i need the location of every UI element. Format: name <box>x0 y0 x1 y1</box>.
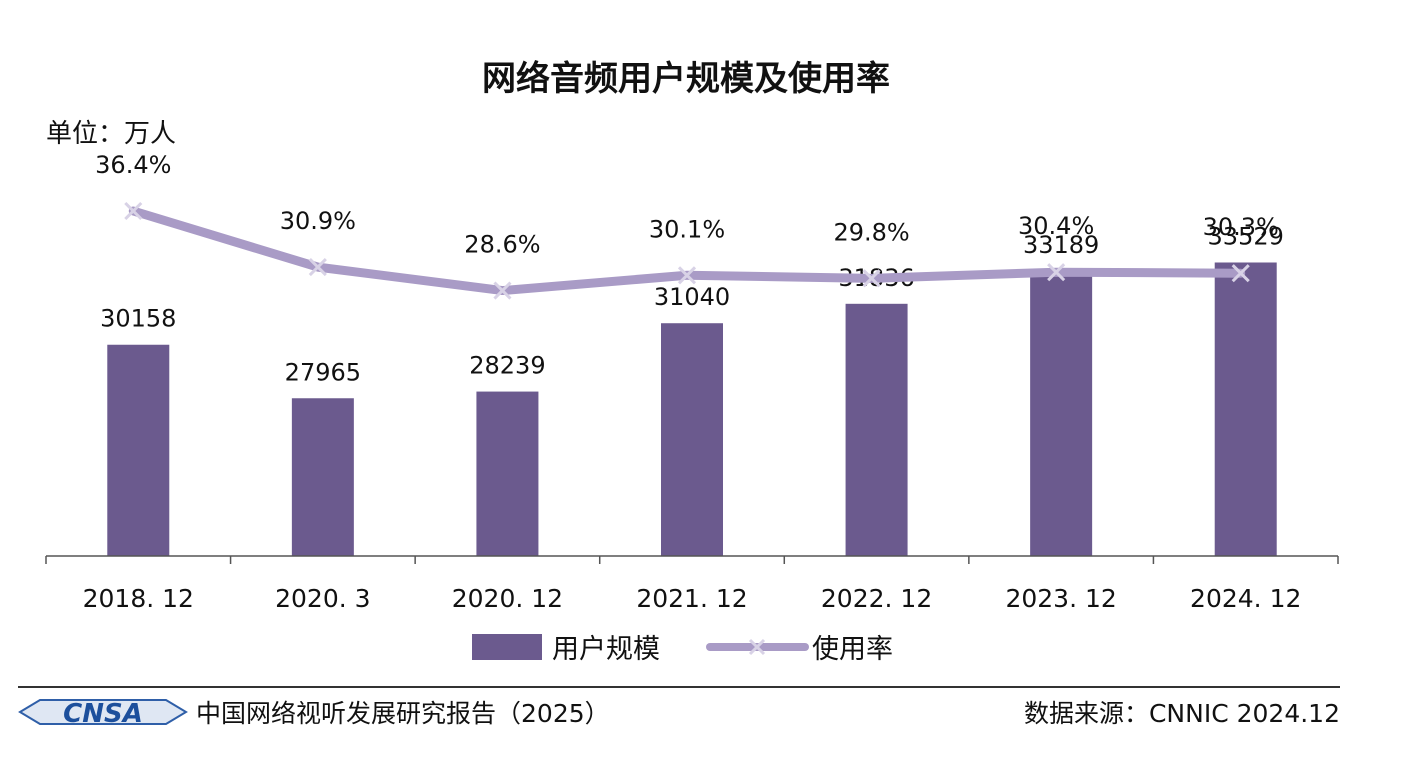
bar <box>476 391 539 556</box>
line-value-label: 30.4% <box>1018 212 1094 240</box>
bar <box>661 323 723 556</box>
chart: 网络音频用户规模及使用率 单位：万人 30158 27965 28239 31040 3… <box>45 59 1339 665</box>
bar <box>1030 270 1093 556</box>
logo-text: CNSA <box>63 699 143 729</box>
chart-title: 网络音频用户规模及使用率 <box>482 59 890 99</box>
bar <box>1214 262 1277 556</box>
legend-line-label: 使用率 <box>812 634 893 665</box>
bar-value-label: 30158 <box>100 305 176 333</box>
data-source: 数据来源：CNNIC 2024.12 <box>1023 699 1340 728</box>
bar-value-label: 31040 <box>654 283 730 311</box>
footer-divider <box>18 686 1340 688</box>
line-value-label: 30.1% <box>649 215 725 243</box>
line-value-label: 36.4% <box>95 151 171 179</box>
bar <box>107 344 170 556</box>
bar-value-label: 33189 <box>1023 231 1099 259</box>
x-tick-label: 2023. 12 <box>1005 584 1116 613</box>
x-tick-label: 2018. 12 <box>83 584 194 613</box>
x-tick-label: 2024. 12 <box>1190 584 1301 613</box>
legend-bar-swatch <box>472 634 542 660</box>
line-value-label: 28.6% <box>464 231 540 259</box>
line-marker <box>862 269 881 288</box>
line-marker <box>1047 263 1066 282</box>
line-marker <box>1231 264 1250 283</box>
bar <box>845 303 908 556</box>
line-marker <box>677 266 697 285</box>
line-value-label: 29.8% <box>833 218 909 246</box>
bar <box>291 398 354 556</box>
x-axis-tick-labels: 2018. 12 2020. 3 2020. 12 2021. 12 2022. 12 2… <box>83 584 1302 613</box>
bar-value-label: 27965 <box>285 358 361 386</box>
bar-series <box>107 262 1277 556</box>
line-marker <box>308 258 327 277</box>
line-value-label: 30.9% <box>280 207 356 235</box>
x-tick-label: 2022. 12 <box>821 584 932 613</box>
legend-bar-label: 用户规模 <box>552 634 660 665</box>
x-tick-label: 2020. 3 <box>275 584 370 613</box>
cnsa-logo: CNSA <box>18 699 188 729</box>
line-value-labels: 36.4% 30.9% 28.6% 30.1% 29.8% 30.4% 30.3% <box>95 151 1279 259</box>
unit-label: 单位：万人 <box>46 119 176 149</box>
line-value-label: 30.3% <box>1203 213 1279 241</box>
line-marker <box>493 281 512 300</box>
bar-value-label: 33529 <box>1208 222 1284 250</box>
legend: 用户规模 使用率 <box>472 634 893 665</box>
bar-value-label: 28239 <box>469 352 545 380</box>
x-axis-ticks <box>45 556 1339 564</box>
footer: CNSA 中国网络视听发展研究报告（2025） 数据来源：CNNIC 2024.… <box>18 686 1340 736</box>
x-tick-label: 2021. 12 <box>636 584 747 613</box>
x-tick-label: 2020. 12 <box>452 584 563 613</box>
line-series <box>124 201 1250 300</box>
legend-line-marker <box>748 638 766 656</box>
report-title: 中国网络视听发展研究报告（2025） <box>196 699 610 728</box>
line-marker <box>124 201 143 221</box>
